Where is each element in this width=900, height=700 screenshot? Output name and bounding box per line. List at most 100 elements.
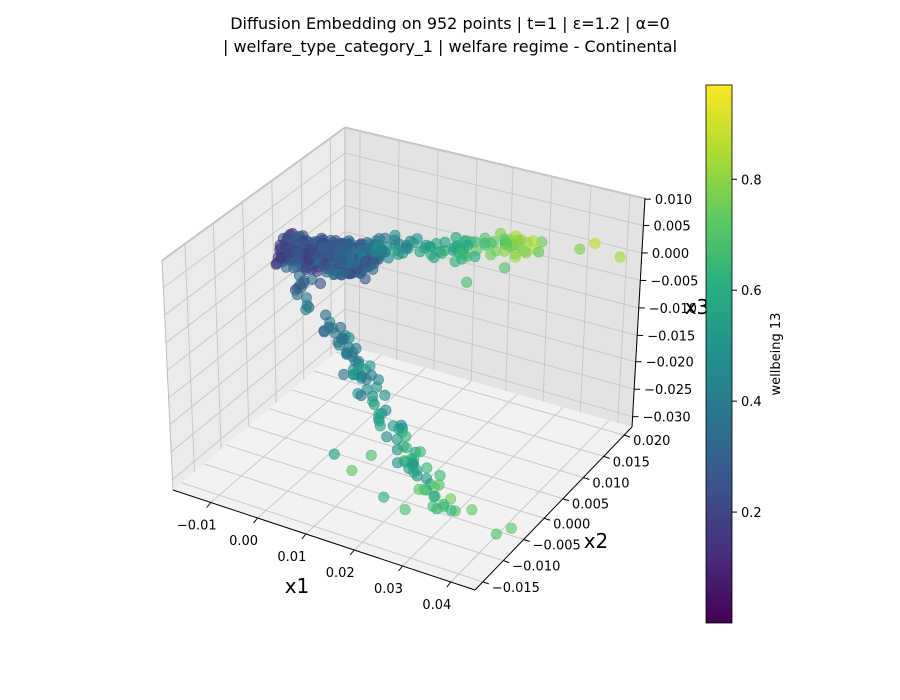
z-tick-label: −0.025	[644, 383, 692, 398]
y-tick-label: 0.015	[613, 455, 650, 470]
scatter-point	[355, 389, 367, 401]
x-tick-label: 0.01	[277, 550, 306, 565]
pane-back-right	[345, 127, 645, 427]
pane-floor	[173, 345, 632, 590]
scatter-point	[367, 395, 379, 407]
scatter-point	[301, 299, 313, 311]
z-tick-label: 0.005	[653, 219, 690, 234]
scatter-point	[466, 504, 478, 516]
scatter-point	[438, 498, 450, 510]
scatter-point	[334, 321, 346, 333]
x-tick-label: −0.01	[177, 519, 217, 534]
scatter-point	[574, 243, 586, 255]
scatter-point	[414, 446, 426, 458]
colorbar-tick-label: 0.4	[741, 395, 762, 410]
scatter-point	[462, 239, 474, 251]
scatter-point	[359, 255, 371, 267]
scatter-point	[397, 247, 409, 259]
x-tick-label: 0.03	[374, 582, 403, 597]
x-tick-label: 0.00	[229, 534, 258, 549]
scatter-point	[490, 528, 502, 540]
scatter-point	[505, 522, 517, 534]
colorbar-tick-label: 0.2	[741, 506, 762, 521]
scatter-points	[270, 227, 626, 540]
scatter-point	[428, 491, 440, 503]
z-tick-label: −0.030	[643, 411, 691, 426]
scatter-point	[414, 246, 426, 258]
scatter-point	[365, 449, 377, 461]
y-tick-labels: −0.015 −0.010 −0.005 0.000 0.005 0.010 0.015 0.…	[492, 434, 671, 596]
scatter-point	[498, 245, 510, 257]
scatter-point	[399, 504, 411, 516]
y-tick-label: −0.015	[492, 581, 540, 596]
colorbar-tick-labels: 0.2 0.4 0.6 0.8	[732, 173, 762, 521]
scatter-point	[485, 237, 497, 249]
scatter-point	[391, 444, 403, 456]
z-tick-label: −0.015	[647, 329, 695, 344]
x-tick-labels: −0.01 0.00 0.01 0.02 0.03 0.04	[177, 519, 451, 614]
chart-title-line-1: Diffusion Embedding on 952 points | t=1 …	[230, 14, 670, 33]
colorbar	[705, 84, 733, 624]
scatter-point	[338, 244, 350, 256]
scatter-point	[391, 433, 403, 445]
scatter-point	[520, 247, 532, 259]
scatter-point	[379, 389, 391, 401]
scatter-point	[333, 339, 345, 351]
scatter-point	[461, 276, 473, 288]
y-tick-label: 0.000	[553, 517, 590, 532]
scatter-point	[589, 237, 601, 249]
z-tick-label: 0.000	[652, 247, 689, 262]
scatter-point	[290, 247, 302, 259]
pane-back-left	[162, 127, 345, 490]
scatter-point	[322, 246, 334, 258]
x-axis-label: x1	[285, 574, 310, 598]
scatter-point	[356, 370, 368, 382]
z-tick-label: −0.010	[649, 302, 697, 317]
y-axis-label: x2	[584, 529, 609, 553]
z-tick-label: −0.005	[650, 274, 698, 289]
scatter-point	[314, 277, 326, 289]
scatter-point	[499, 262, 511, 274]
scatter-point	[364, 360, 376, 372]
z-tick-labels: −0.030 −0.025 −0.020 −0.015 −0.010 −0.005 0.00…	[643, 193, 699, 426]
scatter-point	[318, 325, 330, 337]
scatter-point	[509, 251, 521, 263]
colorbar-tick-label: 0.8	[741, 173, 762, 188]
scatter-point	[418, 484, 430, 496]
axis-lines	[172, 197, 651, 591]
chart-title-line-2: | welfare_type_category_1 | welfare regi…	[222, 37, 678, 56]
scatter-point	[338, 368, 350, 380]
scatter-point	[434, 469, 446, 481]
colorbar-label: wellbeing 13	[769, 313, 784, 396]
y-tick-label: 0.020	[633, 434, 670, 449]
scatter-point	[614, 251, 626, 263]
scatter-point	[381, 431, 393, 443]
scatter-point	[428, 252, 440, 264]
scatter-point	[275, 252, 287, 264]
scatter-point	[427, 500, 439, 512]
scatter-point	[421, 462, 433, 474]
y-tick-label: 0.005	[572, 498, 609, 513]
scatter-point	[346, 464, 358, 476]
z-tick-label: 0.010	[655, 193, 692, 208]
scatter-point	[533, 246, 545, 258]
scatter-point	[336, 256, 348, 268]
scatter-point	[359, 273, 371, 285]
scatter-point	[449, 256, 461, 268]
scatter-point	[335, 269, 347, 281]
scatter-point	[291, 289, 303, 301]
scatter-point	[521, 236, 533, 248]
y-tick-label: −0.010	[512, 560, 560, 575]
scatter-point	[375, 244, 387, 256]
z-axis-label: x3	[685, 295, 710, 319]
scatter-point	[378, 491, 390, 503]
scatter-point	[328, 448, 340, 460]
x-tick-label: 0.04	[422, 598, 451, 613]
scatter-point	[445, 504, 457, 516]
scatter-point	[320, 309, 332, 321]
x-tick-label: 0.02	[326, 566, 355, 581]
scatter-point	[411, 464, 423, 476]
scatter-point	[485, 249, 497, 261]
scatter-point	[318, 259, 330, 271]
